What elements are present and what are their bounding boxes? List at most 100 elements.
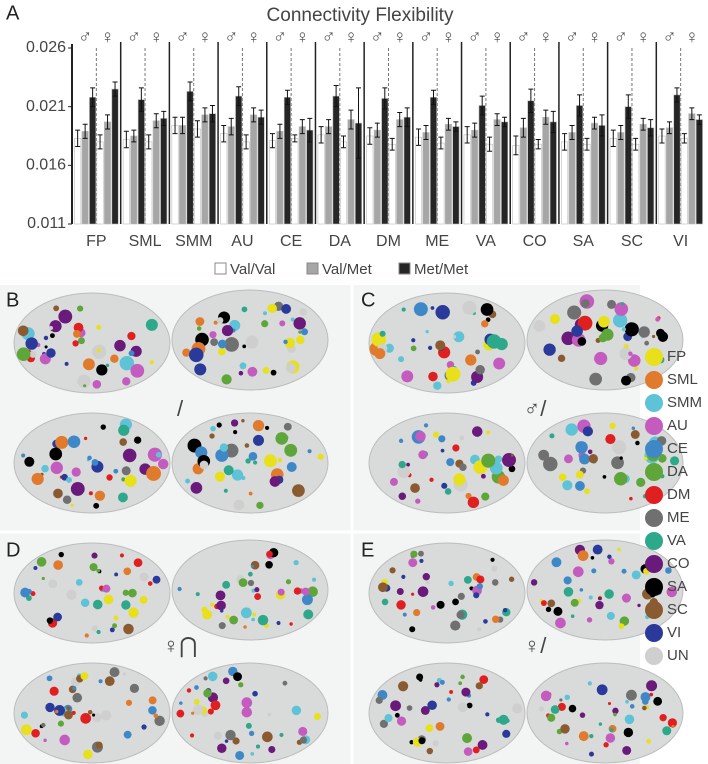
network-label: ME <box>667 509 690 526</box>
node <box>591 568 597 574</box>
sex-symbol: ♂ <box>78 27 92 48</box>
node <box>235 750 245 760</box>
node <box>296 335 305 345</box>
sex-symbol: ♀ <box>149 27 163 48</box>
bar <box>325 126 333 225</box>
node <box>20 587 31 598</box>
bar <box>89 96 97 225</box>
node <box>72 340 79 347</box>
node <box>83 436 88 441</box>
node <box>229 615 239 625</box>
error-bar <box>172 116 178 135</box>
panel-label: C <box>361 289 375 311</box>
node <box>199 460 209 470</box>
error-bar <box>445 117 451 131</box>
error-bar <box>430 89 436 105</box>
bar <box>695 119 703 225</box>
node <box>579 712 586 718</box>
node <box>210 338 219 347</box>
x-tick-label: ME <box>425 233 449 250</box>
node <box>459 463 467 472</box>
x-tick-label: CO <box>523 233 547 250</box>
node <box>577 337 587 346</box>
bar <box>193 128 201 225</box>
sex-symbol: ♂ <box>175 27 189 48</box>
bar <box>74 138 82 225</box>
network-label: VI <box>667 624 681 641</box>
error-bar <box>674 87 680 103</box>
node <box>41 576 45 581</box>
node <box>444 488 452 495</box>
node <box>110 354 119 363</box>
node <box>413 608 421 617</box>
legend-label: Val/Met <box>322 261 373 278</box>
node <box>149 360 154 365</box>
node <box>530 579 538 586</box>
node <box>465 354 477 366</box>
node <box>428 371 438 382</box>
node <box>298 726 308 737</box>
node <box>96 324 102 330</box>
node <box>538 706 545 712</box>
node <box>106 474 113 481</box>
error-bar <box>97 134 103 150</box>
network-label: VA <box>667 532 686 549</box>
node <box>572 566 584 578</box>
node <box>461 687 471 697</box>
legend-label: Val/Val <box>230 261 275 278</box>
node <box>92 713 96 717</box>
node <box>127 331 136 341</box>
x-tick-label: CE <box>280 233 302 250</box>
node <box>579 588 584 592</box>
node <box>397 465 411 479</box>
node <box>471 426 483 437</box>
error-bar <box>209 104 215 123</box>
node <box>41 464 49 473</box>
node <box>122 448 137 463</box>
node <box>562 480 573 491</box>
node <box>533 320 546 332</box>
node <box>659 713 667 722</box>
node <box>446 697 451 702</box>
node <box>95 741 103 749</box>
node <box>215 448 229 462</box>
node <box>241 475 246 481</box>
node <box>190 482 203 494</box>
node <box>139 572 149 582</box>
node <box>662 726 672 736</box>
node <box>485 317 491 323</box>
node <box>128 588 137 598</box>
node <box>551 557 562 568</box>
bar <box>171 125 179 225</box>
error-bar <box>90 87 96 108</box>
bar <box>673 94 681 225</box>
node <box>64 710 73 720</box>
node <box>147 447 162 462</box>
error-bar <box>153 113 159 129</box>
node <box>102 584 111 593</box>
node <box>490 557 495 562</box>
node <box>457 702 468 713</box>
node <box>612 440 627 455</box>
error-bar <box>374 122 380 138</box>
bar <box>257 116 265 225</box>
node <box>476 575 485 584</box>
node <box>139 595 148 604</box>
node <box>480 473 486 479</box>
node <box>62 495 72 505</box>
node <box>419 558 424 563</box>
node <box>257 614 269 626</box>
node <box>244 443 250 448</box>
node <box>502 453 516 468</box>
sex-symbol: ♀ <box>393 27 407 48</box>
node <box>267 712 272 717</box>
brain <box>368 292 526 394</box>
node <box>613 313 628 328</box>
node <box>612 707 619 715</box>
bar <box>186 91 194 225</box>
node <box>418 678 423 682</box>
node <box>588 595 593 600</box>
node <box>605 733 616 743</box>
node <box>221 324 234 337</box>
node <box>114 339 126 352</box>
